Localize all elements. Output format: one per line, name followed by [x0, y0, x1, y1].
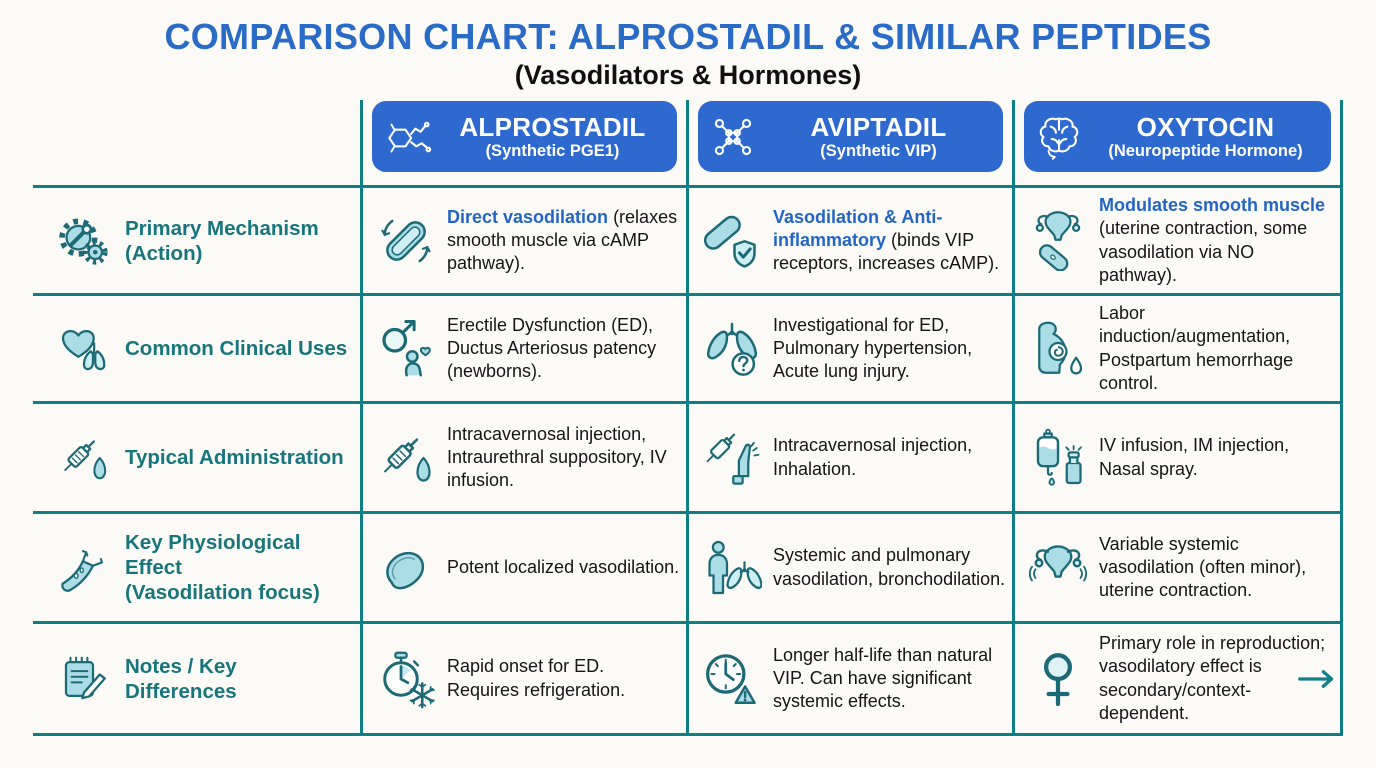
- cell-text: Variable systemic vasodilation (often mi…: [1099, 533, 1307, 601]
- column-header-pill: ALPROSTADIL (Synthetic PGE1): [372, 101, 677, 172]
- drug-name: ALPROSTADIL: [459, 111, 646, 142]
- iv-bag-nasal-spray-icon: [1028, 428, 1088, 488]
- cell-effect-alprostadil: Potent localized vasodilation.: [360, 511, 686, 621]
- drug-name: OXYTOCIN: [1136, 111, 1275, 142]
- heart-lungs-icon: [57, 322, 111, 376]
- cell-mechanism-alprostadil: Direct vasodilation (relaxes smooth musc…: [360, 185, 686, 293]
- uterus-icon: [1028, 538, 1088, 598]
- row-label-text: Primary Mechanism (Action): [125, 216, 319, 265]
- cell-text: Investigational for ED, Pulmonary hypert…: [773, 314, 973, 382]
- cell-mechanism-oxytocin: Modulates smooth muscle (uterine contrac…: [1012, 185, 1343, 293]
- cell-notes-aviptadil: Longer half-life than natural VIP. Can h…: [686, 621, 1012, 736]
- cell-text: Longer half-life than natural VIP. Can h…: [773, 644, 993, 712]
- cell-text: Rapid onset for ED. Requires refrigerati…: [447, 656, 626, 700]
- drug-name: AVIPTADIL: [810, 111, 947, 142]
- cell-notes-oxytocin: Primary role in reproduction; vasodilato…: [1012, 621, 1343, 736]
- drug-subtitle: (Neuropeptide Hormone): [1108, 141, 1303, 160]
- cell-text: Systemic and pulmonary vasodilation, bro…: [773, 545, 1006, 589]
- row-label-text: Notes / Key Differences: [125, 654, 237, 703]
- person-lungs-icon: [702, 538, 762, 598]
- cell-text: Labor induction/augmentation, Postpartum…: [1099, 303, 1294, 393]
- column-header-pill: OXYTOCIN (Neuropeptide Hormone): [1024, 101, 1331, 172]
- cell-notes-alprostadil: Rapid onset for ED. Requires refrigerati…: [360, 621, 686, 736]
- artery-icon: [57, 541, 111, 595]
- lungs-question-icon: [702, 319, 762, 379]
- cell-text: Intracavernosal injection, Intraurethral…: [447, 423, 667, 491]
- corner-cell: [33, 100, 360, 185]
- cell-effect-oxytocin: Variable systemic vasodilation (often mi…: [1012, 511, 1343, 621]
- pregnancy-drop-icon: [1028, 319, 1088, 379]
- cell-text: Intracavernosal injection, Inhalation.: [773, 435, 973, 479]
- chemical-structure-icon: [382, 112, 432, 162]
- cell-admin-alprostadil: Intracavernosal injection, Intraurethral…: [360, 401, 686, 511]
- column-header-text: ALPROSTADIL (Synthetic PGE1): [436, 111, 669, 161]
- row-label-text: Key Physiological Effect (Vasodilation fo…: [125, 531, 320, 604]
- dilated-vessel-arrows-icon: [376, 211, 436, 271]
- cell-text: Erectile Dysfunction (ED), Ductus Arteri…: [447, 314, 657, 382]
- notepad-pencil-icon: [57, 652, 111, 706]
- cell-mechanism-aviptadil: Vasodilation & Anti-inflammatory (binds …: [686, 185, 1012, 293]
- row-label-notes: Notes / Key Differences: [33, 621, 360, 736]
- row-label-physiological-effect: Key Physiological Effect (Vasodilation fo…: [33, 511, 360, 621]
- row-label-administration: Typical Administration: [33, 401, 360, 511]
- column-header-text: OXYTOCIN (Neuropeptide Hormone): [1088, 111, 1323, 161]
- molecule-network-icon: [708, 112, 758, 162]
- cell-admin-aviptadil: Intracavernosal injection, Inhalation.: [686, 401, 1012, 511]
- arrow-right-icon: [1297, 667, 1337, 691]
- cell-uses-oxytocin: Labor induction/augmentation, Postpartum…: [1012, 293, 1343, 401]
- column-header-pill: AVIPTADIL (Synthetic VIP): [698, 101, 1003, 172]
- page-subtitle: (Vasodilators & Hormones): [514, 60, 862, 90]
- cell-text: Direct vasodilation (relaxes smooth musc…: [447, 206, 678, 274]
- drug-subtitle: (Synthetic PGE1): [485, 141, 620, 160]
- row-label-primary-mechanism: Primary Mechanism (Action): [33, 185, 360, 293]
- syringe-suppository-icon: [376, 428, 436, 488]
- cell-uses-alprostadil: Erectile Dysfunction (ED), Ductus Arteri…: [360, 293, 686, 401]
- cell-text: Modulates smooth muscle (uterine contrac…: [1099, 195, 1326, 285]
- column-header-alprostadil: ALPROSTADIL (Synthetic PGE1): [360, 100, 686, 185]
- vessel-shield-icon: [702, 211, 762, 271]
- row-label-text: Typical Administration: [125, 446, 344, 469]
- syringe-inhaler-icon: [702, 428, 762, 488]
- cell-admin-oxytocin: IV infusion, IM injection, Nasal spray.: [1012, 401, 1343, 511]
- cell-effect-aviptadil: Systemic and pulmonary vasodilation, bro…: [686, 511, 1012, 621]
- column-header-text: AVIPTADIL (Synthetic VIP): [762, 111, 995, 161]
- clock-warning-icon: [702, 649, 762, 709]
- cell-uses-aviptadil: Investigational for ED, Pulmonary hypert…: [686, 293, 1012, 401]
- column-header-oxytocin: OXYTOCIN (Neuropeptide Hormone): [1012, 100, 1343, 185]
- syringe-suppository-icon: [57, 431, 111, 485]
- male-newborn-icon: [376, 319, 436, 379]
- row-label-clinical-uses: Common Clinical Uses: [33, 293, 360, 401]
- female-symbol-icon: [1028, 649, 1088, 709]
- page-header: COMPARISON CHART: ALPROSTADIL & SIMILAR …: [0, 0, 1376, 91]
- gear-wrench-icon: [57, 214, 111, 268]
- uterus-vessel-icon: [1028, 210, 1088, 271]
- cell-text: Primary role in reproduction; vasodilato…: [1099, 633, 1326, 723]
- cell-text: Potent localized vasodilation.: [447, 556, 680, 577]
- row-label-text: Common Clinical Uses: [125, 337, 348, 360]
- cell-text: IV infusion, IM injection, Nasal spray.: [1099, 435, 1290, 479]
- brain-icon: [1034, 112, 1084, 162]
- comparison-table: ALPROSTADIL (Synthetic PGE1) AVIPTADIL (…: [33, 100, 1343, 736]
- page-title: COMPARISON CHART: ALPROSTADIL & SIMILAR …: [164, 16, 1212, 57]
- column-header-aviptadil: AVIPTADIL (Synthetic VIP): [686, 100, 1012, 185]
- stopwatch-snowflake-icon: [376, 649, 436, 709]
- dilated-vessel-icon: [376, 538, 436, 598]
- drug-subtitle: (Synthetic VIP): [820, 141, 937, 160]
- cell-text: Vasodilation & Anti-inflammatory (binds …: [773, 206, 1000, 274]
